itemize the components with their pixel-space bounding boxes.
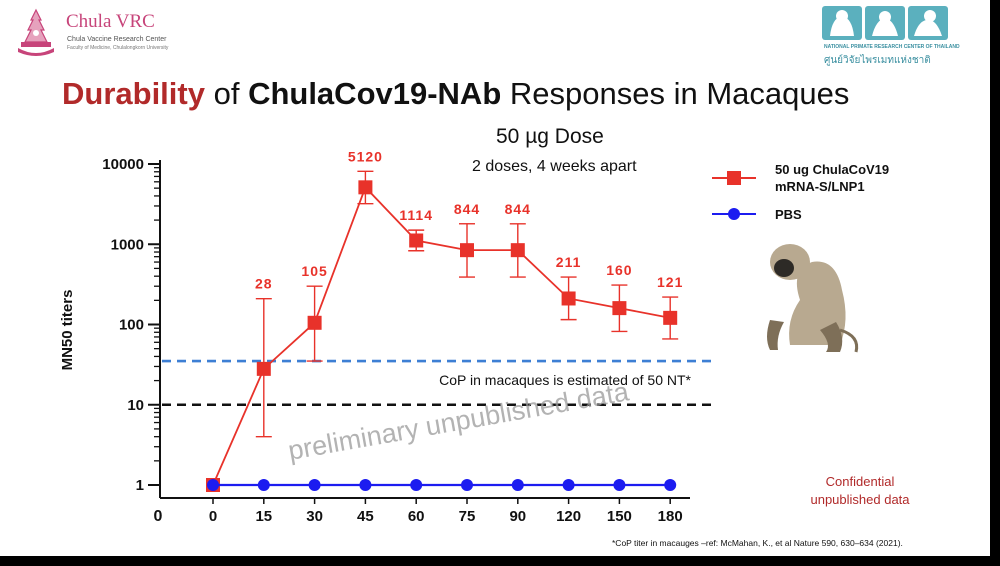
watermark-group: preliminary unpublished data (286, 376, 632, 466)
data-point-circle (511, 479, 524, 491)
series-group: 28 105 5120 1114 844 844 211 160 121 (206, 148, 683, 492)
y-tick-label: 10 (127, 397, 144, 414)
macaque-face (774, 259, 794, 277)
macaque-tail (839, 328, 859, 353)
data-point-square (460, 243, 474, 258)
macaque-body (789, 261, 846, 345)
x-tick-label: 75 (459, 508, 476, 525)
legend-label: 50 ug ChulaCoV19 (775, 162, 889, 177)
chula-seal-icon (18, 8, 54, 56)
data-point-square (510, 243, 525, 258)
data-point-square (663, 310, 678, 325)
title-durability: Durability (62, 76, 205, 111)
y-axis-label: MN50 titers (59, 290, 76, 371)
chula-vrc-logo: Chula VRC Chula Vaccine Research Center … (14, 8, 214, 58)
x-tick-label: 180 (658, 508, 683, 525)
data-point-circle (308, 479, 321, 491)
logo-subtitle: Chula Vaccine Research Center (67, 36, 167, 43)
x-tick-label: 45 (357, 508, 374, 525)
data-point-circle (207, 479, 219, 491)
macaque-arm (767, 320, 784, 350)
legend-swatch-circle (728, 208, 740, 220)
data-point-square (256, 361, 271, 376)
logo-title: Chula VRC (66, 11, 155, 32)
y-tick-label: 1 (136, 477, 144, 494)
macaque-leg (820, 322, 843, 352)
x-tick-label: 60 (408, 508, 425, 525)
nprc-name-th: ศูนย์วิจัยไพรเมทแห่งชาติ (824, 55, 931, 66)
data-point-circle (461, 479, 473, 491)
title-rest: Responses in Macaques (501, 76, 850, 111)
data-point-square (409, 233, 424, 248)
slide-title: Durability of ChulaCov19-NAb Responses i… (62, 76, 849, 112)
dose-title: 50 µg Dose (496, 125, 604, 148)
data-label: 160 (606, 262, 632, 278)
data-point-circle (613, 479, 626, 491)
data-label: 28 (255, 276, 273, 292)
data-label: 5120 (348, 148, 383, 164)
y-origin-label: 0 (154, 508, 163, 525)
data-point-circle (410, 479, 423, 491)
logo-affiliation: Faculty of Medicine, Chulalongkorn Unive… (67, 45, 169, 51)
reference-line-label: CoP in macaques is estimated of 50 NT* (439, 372, 691, 388)
legend-swatch-square (727, 171, 741, 185)
data-point-circle (257, 479, 270, 491)
confidential-note: Confidential unpublished data (810, 474, 910, 507)
legend-label: PBS (775, 207, 802, 222)
macaque-image (767, 244, 859, 353)
legend: 50 ug ChulaCoV19 mRNA-S/LNP1 PBS (712, 162, 889, 222)
reference-lines: CoP in macaques is estimated of 50 NT* (162, 359, 712, 407)
data-point-square (358, 180, 373, 195)
x-tick-label: 90 (509, 508, 526, 525)
data-label: 844 (454, 201, 480, 217)
x-tick-label: 150 (607, 508, 632, 525)
x-tick-label: 0 (209, 508, 217, 525)
x-tick-label: 15 (255, 508, 272, 525)
data-label: 121 (657, 274, 683, 290)
data-label: 105 (301, 263, 327, 279)
primate-tiles-icon (822, 6, 948, 40)
title-of: of (204, 76, 249, 111)
data-label: 844 (505, 201, 531, 217)
data-point-square (561, 291, 576, 306)
watermark-text: preliminary unpublished data (286, 376, 632, 466)
data-label: 211 (556, 254, 582, 270)
reference-footnote: *CoP titer in macauges –ref: McMahan, K.… (612, 538, 903, 548)
data-point-circle (562, 479, 575, 491)
y-tick-label: 1000 (111, 236, 144, 253)
nprc-logo: NATIONAL PRIMATE RESEARCH CENTER OF THAI… (822, 6, 972, 72)
data-label: 1114 (399, 207, 433, 223)
series-line (212, 185, 671, 486)
legend-label: mRNA-S/LNP1 (775, 179, 865, 194)
dose-schedule: 2 doses, 4 weeks apart (472, 158, 637, 175)
title-vaccine: ChulaCov19-NAb (248, 76, 502, 111)
data-point-circle (359, 479, 372, 491)
slide: Chula VRC Chula Vaccine Research Center … (0, 0, 990, 556)
data-point-square (612, 301, 627, 316)
y-tick-label: 10000 (102, 156, 144, 173)
data-point-circle (664, 479, 677, 491)
data-point-square (307, 315, 322, 330)
nprc-name-en: NATIONAL PRIMATE RESEARCH CENTER OF THAI… (824, 44, 960, 50)
y-tick-label: 100 (119, 317, 144, 334)
x-tick-label: 120 (556, 508, 581, 525)
x-tick-label: 30 (306, 508, 323, 525)
